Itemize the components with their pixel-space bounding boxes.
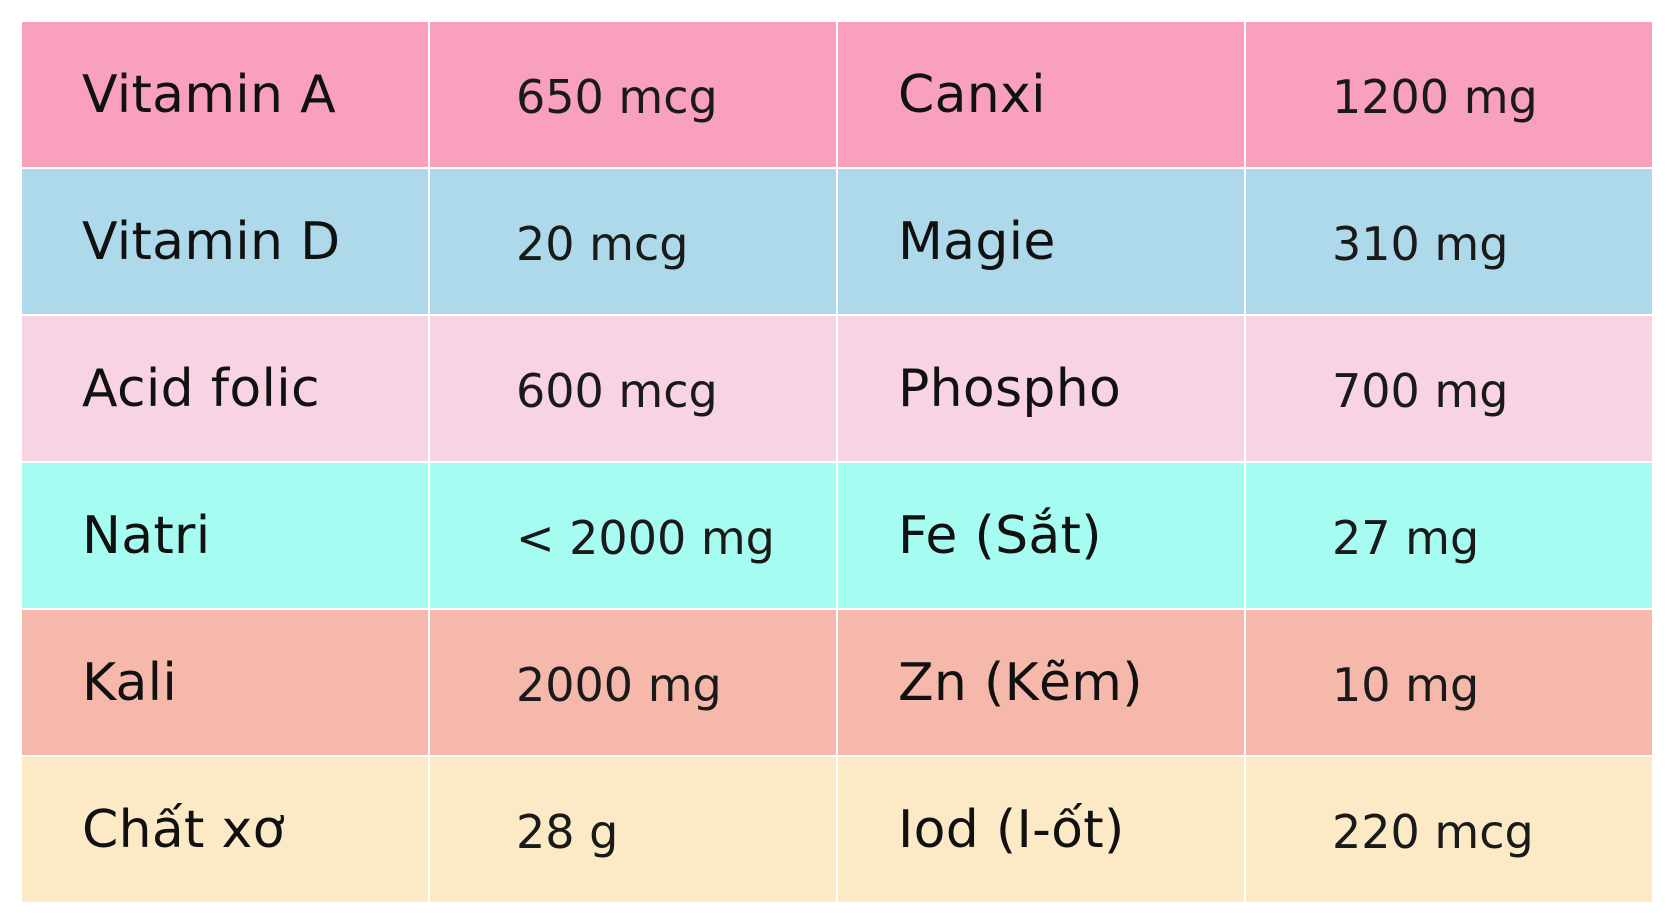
nutrient-name-phospho: Phospho: [838, 316, 1244, 461]
nutrient-amount-magie: 310 mg: [1246, 169, 1652, 314]
nutrient-amount-natri: < 2000 mg: [430, 463, 836, 608]
nutrient-name-acid-folic: Acid folic: [22, 316, 428, 461]
nutrient-name-kali: Kali: [22, 610, 428, 755]
nutrient-name-magie: Magie: [838, 169, 1244, 314]
nutrient-amount-chat-xo: 28 g: [430, 757, 836, 902]
nutrient-name-chat-xo: Chất xơ: [22, 757, 428, 902]
nutrient-amount-vitamin-d: 20 mcg: [430, 169, 836, 314]
nutrient-amount-acid-folic: 600 mcg: [430, 316, 836, 461]
nutrient-amount-zn: 10 mg: [1246, 610, 1652, 755]
nutrient-amount-iod: 220 mcg: [1246, 757, 1652, 902]
nutrient-amount-kali: 2000 mg: [430, 610, 836, 755]
nutrient-amount-fe: 27 mg: [1246, 463, 1652, 608]
nutrient-name-iod: Iod (I-ốt): [838, 757, 1244, 902]
nutrient-amount-vitamin-a: 650 mcg: [430, 22, 836, 167]
nutrient-name-fe: Fe (Sắt): [838, 463, 1244, 608]
nutrient-amount-canxi: 1200 mg: [1246, 22, 1652, 167]
nutrient-name-vitamin-a: Vitamin A: [22, 22, 428, 167]
nutrient-name-zn: Zn (Kẽm): [838, 610, 1244, 755]
nutrient-name-natri: Natri: [22, 463, 428, 608]
nutrient-table: Vitamin A 650 mcg Canxi 1200 mg Vitamin …: [22, 22, 1652, 902]
nutrient-amount-phospho: 700 mg: [1246, 316, 1652, 461]
nutrient-name-vitamin-d: Vitamin D: [22, 169, 428, 314]
nutrient-name-canxi: Canxi: [838, 22, 1244, 167]
